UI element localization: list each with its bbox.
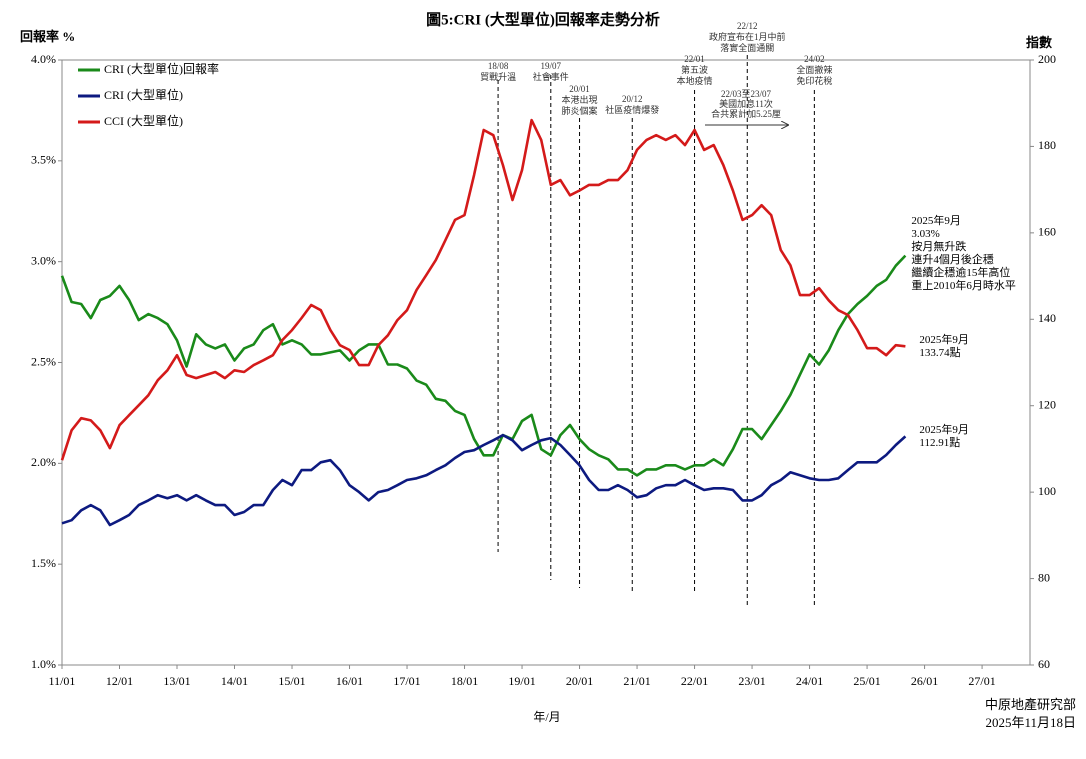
x-tick-label: 21/01 <box>623 674 650 688</box>
end-note: 3.03% <box>911 228 939 240</box>
end-note: 按月無升跌 <box>911 239 966 253</box>
annotation-text: 落實全面通關 <box>720 42 774 53</box>
end-note: 2025年9月 <box>919 422 969 436</box>
y2-axis-title: 指數 <box>1026 35 1052 50</box>
x-tick-label: 19/01 <box>508 674 535 688</box>
end-note: 重上2010年6月時水平 <box>911 278 1016 292</box>
annotation-text: 本港出現 <box>562 94 598 105</box>
range-note: 22/03至23/07 <box>721 89 772 99</box>
y-tick-label: 2.5% <box>31 354 56 368</box>
end-note: 2025年9月 <box>919 332 969 346</box>
series-line <box>60 254 907 477</box>
annotation-date: 20/01 <box>569 84 590 94</box>
end-note: 133.74點 <box>919 346 960 359</box>
y2-tick-label: 200 <box>1038 52 1056 66</box>
x-tick-label: 12/01 <box>106 674 133 688</box>
x-tick-label: 13/01 <box>163 674 190 688</box>
range-note: 合共累計加5.25厘 <box>711 108 781 119</box>
end-note: 2025年9月 <box>911 213 961 227</box>
annotation-text: 第五波 <box>681 64 708 75</box>
x-tick-label: 25/01 <box>853 674 880 688</box>
end-note: 連升4個月後企穩 <box>911 252 994 266</box>
y2-tick-label: 180 <box>1038 138 1056 152</box>
x-tick-label: 24/01 <box>796 674 823 688</box>
x-tick-label: 11/01 <box>49 674 76 688</box>
annotation-date: 19/07 <box>541 61 562 71</box>
y2-tick-label: 120 <box>1038 397 1056 411</box>
x-tick-label: 23/01 <box>738 674 765 688</box>
y2-tick-label: 160 <box>1038 225 1056 239</box>
annotation-text: 全面撤辣 <box>796 64 832 75</box>
x-axis-title: 年/月 <box>533 710 560 724</box>
y-tick-label: 1.0% <box>31 657 56 671</box>
x-tick-label: 17/01 <box>393 674 420 688</box>
annotation-date: 22/12 <box>737 21 758 31</box>
annotation-text: 社區疫情爆發 <box>605 104 659 115</box>
x-tick-label: 14/01 <box>221 674 248 688</box>
annotation-text: 政府宣布在1月中前 <box>709 31 786 42</box>
y2-tick-label: 100 <box>1038 484 1056 498</box>
x-tick-label: 26/01 <box>911 674 938 688</box>
legend-label: CRI (大型單位) <box>104 87 183 102</box>
annotation-date: 22/01 <box>684 54 705 64</box>
legend-label: CRI (大型單位)回報率 <box>104 61 219 76</box>
y-tick-label: 3.0% <box>31 253 56 267</box>
series-line <box>61 433 907 527</box>
annotation-text: 肺炎個案 <box>562 105 598 116</box>
x-tick-label: 20/01 <box>566 674 593 688</box>
x-tick-label: 15/01 <box>278 674 305 688</box>
y-tick-label: 2.0% <box>31 455 56 469</box>
range-note: 美國加息11次 <box>719 98 773 109</box>
x-tick-label: 22/01 <box>681 674 708 688</box>
end-note: 繼續企穩逾15年高位 <box>911 265 1010 279</box>
annotation-date: 18/08 <box>488 61 509 71</box>
legend-label: CCI (大型單位) <box>104 113 183 128</box>
end-note: 112.91點 <box>919 436 960 449</box>
chart-title: 圖5:CRI (大型單位)回報率走勢分析 <box>426 10 660 28</box>
y2-tick-label: 80 <box>1038 570 1050 584</box>
series-line <box>60 118 906 461</box>
x-tick-label: 18/01 <box>451 674 478 688</box>
y-tick-label: 1.5% <box>31 556 56 570</box>
x-tick-label: 27/01 <box>968 674 995 688</box>
annotation-text: 免印花稅 <box>796 75 832 86</box>
y-axis-title: 回報率 % <box>20 29 75 44</box>
annotation-text: 本地疫情 <box>677 75 713 86</box>
annotation-date: 20/12 <box>622 94 643 104</box>
y2-tick-label: 140 <box>1038 311 1056 325</box>
plot-frame <box>61 59 1031 666</box>
source: 中原地產研究部 <box>985 697 1076 712</box>
x-tick-label: 16/01 <box>336 674 363 688</box>
y-tick-label: 4.0% <box>31 52 56 66</box>
y-tick-label: 3.5% <box>31 153 56 167</box>
annotation-date: 24/02 <box>804 54 825 64</box>
y2-tick-label: 60 <box>1038 657 1050 671</box>
source-date: 2025年11月18日 <box>985 715 1076 730</box>
annotation-text: 貿戰升溫 <box>480 71 516 82</box>
